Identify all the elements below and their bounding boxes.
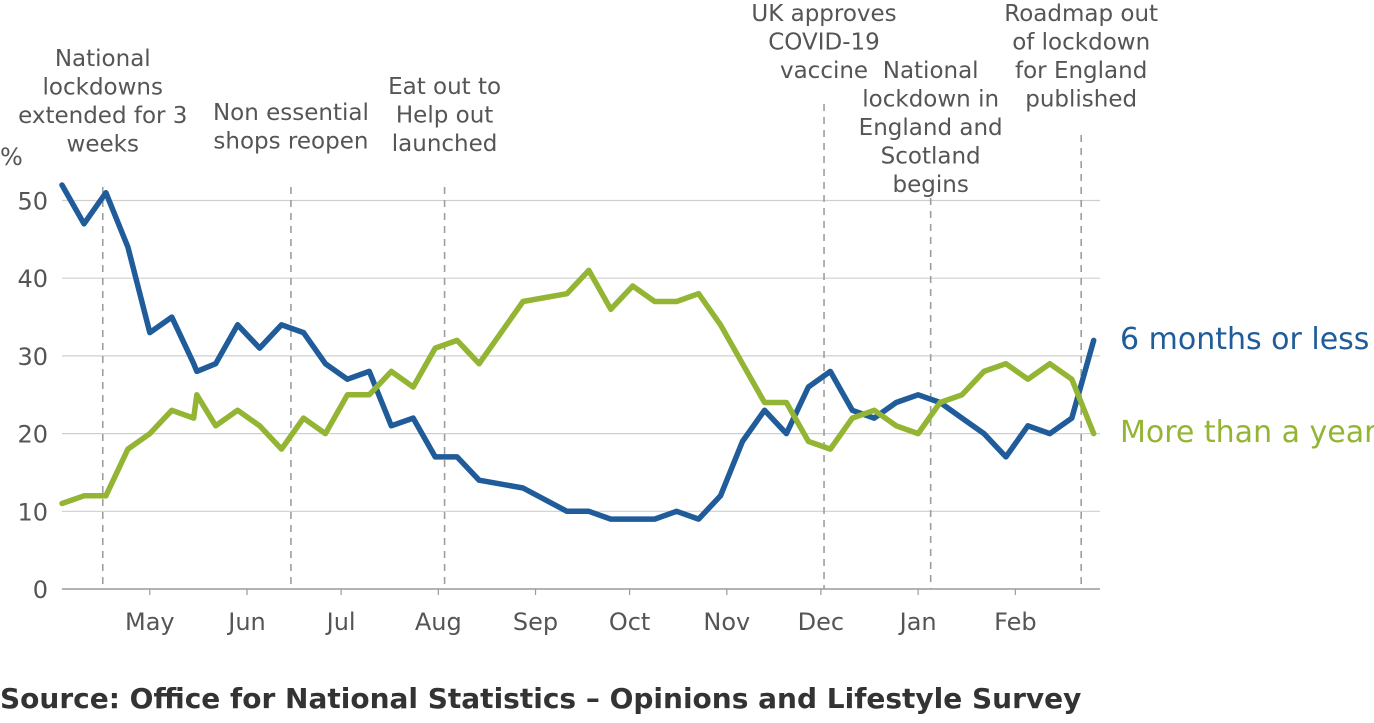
x-tick-label: Oct <box>609 608 651 636</box>
annotation-text: Non essential shops reopen <box>213 100 369 155</box>
x-tick-label: Aug <box>415 608 462 636</box>
y-tick-label: 0 <box>33 576 48 604</box>
x-tick-label: Feb <box>994 608 1037 636</box>
x-tick-label: Jul <box>325 608 356 636</box>
annotations: National lockdowns extended for 3 weeks Non … <box>18 1 1158 589</box>
series-labels: 6 months or less More than a year <box>1120 322 1374 450</box>
x-tick-label: Sep <box>513 608 558 636</box>
annotation-text: Roadmap out of lockdown for England publish… <box>1004 1 1158 113</box>
x-tick-label: Jan <box>898 608 937 636</box>
x-tick-label: May <box>125 608 175 636</box>
x-tick-label: Dec <box>798 608 844 636</box>
annotation-text: National lockdowns extended for 3 weeks <box>18 46 187 158</box>
series-lines <box>59 182 1097 522</box>
y-tick-label: 30 <box>17 343 48 371</box>
source-note: Source: Office for National Statistics –… <box>0 682 1082 715</box>
y-tick-label: 50 <box>17 188 48 216</box>
series-label-1: More than a year <box>1120 415 1374 450</box>
y-tick-label: 40 <box>17 265 48 293</box>
x-axis: May Jun Jul Aug Sep Oct Nov Dec Jan Feb <box>125 589 1037 636</box>
y-axis-label: % <box>0 143 23 171</box>
series-line-1 <box>59 267 1097 507</box>
annotation-text: Eat out to Help out launched <box>388 74 501 157</box>
annotation-text: National lockdown in England and Scotland be… <box>859 58 1003 198</box>
gridlines <box>62 199 1100 590</box>
series-line-0 <box>59 182 1097 522</box>
y-tick-label: 10 <box>17 498 48 526</box>
y-axis: 0 10 20 30 40 50% <box>0 143 48 604</box>
y-tick-label: 20 <box>17 421 48 449</box>
annotation-text: UK approves COVID-19 vaccine <box>751 1 896 84</box>
line-chart: National lockdowns extended for 3 weeks Non … <box>0 1 1374 636</box>
series-label-0: 6 months or less <box>1120 322 1369 357</box>
x-tick-label: Nov <box>703 608 750 636</box>
x-tick-label: Jun <box>226 608 266 636</box>
